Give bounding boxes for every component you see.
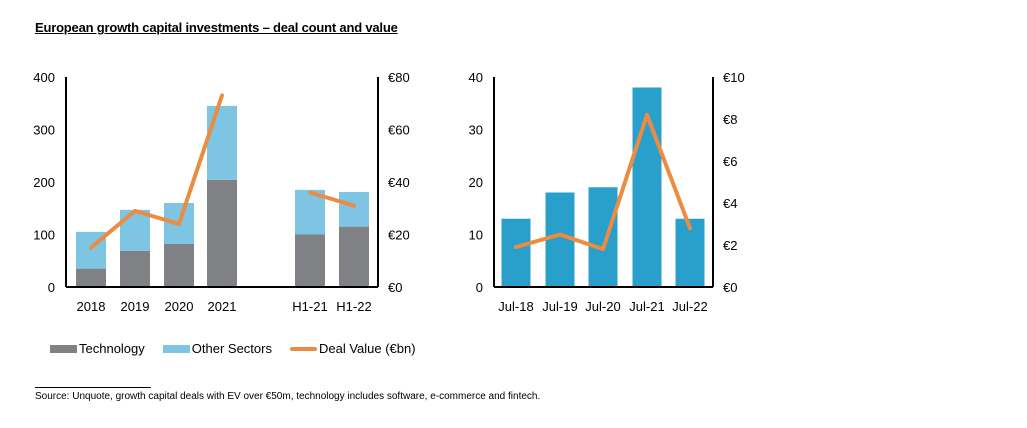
y-tick-label: 30 xyxy=(469,123,483,138)
y-tick-label: 0 xyxy=(48,280,55,295)
bar-deal-count xyxy=(588,187,618,287)
bar-deal-count xyxy=(501,218,531,287)
bar-other-sectors xyxy=(339,191,369,227)
x-tick-label: Jul-20 xyxy=(585,299,620,314)
x-tick-label: Jul-22 xyxy=(672,299,707,314)
y2-tick-label: €2 xyxy=(723,238,737,253)
x-tick-label: Jul-19 xyxy=(542,299,577,314)
deal-value-line xyxy=(308,190,356,208)
legend-item-other-sectors: Other Sectors xyxy=(162,341,272,356)
x-tick-label: 2021 xyxy=(208,299,237,314)
y2-tick-label: €80 xyxy=(388,70,410,85)
legend-item-deal-value: Deal Value (€bn) xyxy=(289,341,416,356)
y2-tick-label: €60 xyxy=(388,123,410,138)
x-tick-label: 2018 xyxy=(77,299,106,314)
footnote-divider xyxy=(35,387,151,388)
y-tick-label: 100 xyxy=(33,228,55,243)
deal-value-line xyxy=(514,112,692,252)
x-tick-label: H1-21 xyxy=(292,299,327,314)
bar-technology xyxy=(120,250,150,287)
legend: Technology Other Sectors Deal Value (€bn… xyxy=(50,341,434,356)
bar-technology xyxy=(164,243,194,287)
x-tick-label: 2020 xyxy=(165,299,194,314)
y-tick-label: 400 xyxy=(33,70,55,85)
chart-title: European growth capital investments – de… xyxy=(35,20,398,35)
bar-technology xyxy=(339,226,369,287)
x-tick-label: 2019 xyxy=(121,299,150,314)
bar-other-sectors xyxy=(207,105,237,180)
y-tick-label: 10 xyxy=(469,228,483,243)
legend-item-technology: Technology xyxy=(50,341,145,356)
y2-tick-label: €8 xyxy=(723,112,737,127)
source-note: Source: Unquote, growth capital deals wi… xyxy=(35,391,541,402)
legend-swatch-technology xyxy=(50,344,77,353)
legend-swatch-other-sectors xyxy=(162,344,190,353)
legend-label-deal-value: Deal Value (€bn) xyxy=(318,341,416,356)
y-tick-label: 0 xyxy=(476,280,483,295)
x-tick-label: Jul-21 xyxy=(629,299,664,314)
y-tick-label: 300 xyxy=(33,123,55,138)
y-tick-label: 20 xyxy=(469,175,483,190)
y-tick-label: 40 xyxy=(469,70,483,85)
y2-tick-label: €4 xyxy=(723,196,737,211)
y-tick-label: 200 xyxy=(33,175,55,190)
legend-label-other-sectors: Other Sectors xyxy=(191,341,272,356)
y2-tick-label: €10 xyxy=(723,70,745,85)
bar-technology xyxy=(295,234,325,287)
y2-tick-label: €0 xyxy=(723,280,737,295)
x-tick-label: H1-22 xyxy=(336,299,371,314)
x-tick-label: Jul-18 xyxy=(498,299,533,314)
bar-technology xyxy=(207,179,237,287)
legend-swatch-deal-value xyxy=(289,346,317,351)
y2-tick-label: €40 xyxy=(388,175,410,190)
deal-value-line xyxy=(89,93,224,250)
legend-label-technology: Technology xyxy=(79,341,145,356)
bar-technology xyxy=(76,268,106,287)
y2-tick-label: €0 xyxy=(388,280,402,295)
y2-tick-label: €6 xyxy=(723,154,737,169)
y2-tick-label: €20 xyxy=(388,228,410,243)
